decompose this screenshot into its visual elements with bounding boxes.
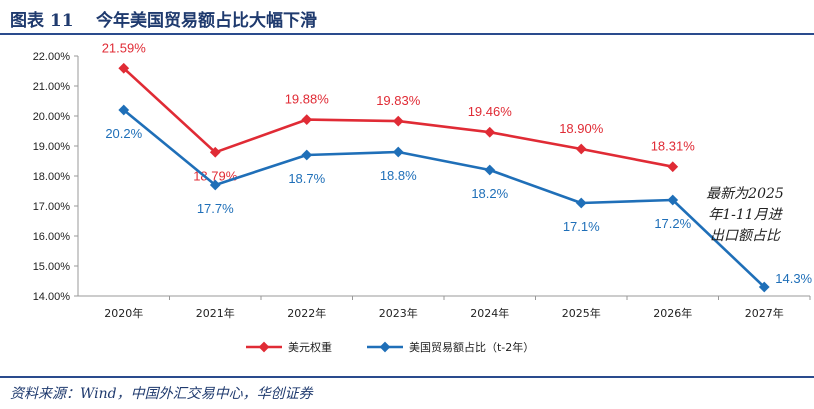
series-1-data-label: 18.90%: [559, 121, 604, 136]
series-2-marker: [301, 149, 313, 161]
series-1-marker: [484, 126, 496, 138]
figure-label: 图表 11: [10, 11, 74, 31]
legend-label: 美元权重: [288, 340, 332, 354]
series-2-data-label: 17.7%: [197, 201, 234, 216]
bottom-rule: [0, 376, 814, 378]
source-note: 资料来源：Wind，中国外汇交易中心，华创证券: [10, 386, 313, 402]
top-rule: [0, 33, 814, 35]
series-1-data-label: 18.79%: [193, 168, 238, 183]
x-tick-label: 2027年: [745, 306, 784, 320]
series-1-data-label: 19.88%: [285, 92, 330, 107]
series-1-marker: [392, 115, 404, 127]
series-2-data-label: 17.2%: [654, 216, 691, 231]
x-tick-label: 2021年: [196, 306, 235, 320]
y-tick-label: 17.00%: [33, 201, 71, 213]
series-1-marker: [575, 143, 587, 155]
x-tick-label: 2026年: [653, 306, 692, 320]
annotation-line: 最新为2025: [706, 186, 784, 202]
line-chart: 14.00% 15.00% 16.00% 17.00% 18.00% 19.00% 20.0…: [33, 40, 813, 354]
x-tick-label: 2022年: [287, 306, 326, 320]
series-2-data-label: 14.3%: [775, 271, 812, 286]
series-1-data-label: 19.46%: [468, 104, 513, 119]
series-2-marker: [484, 164, 496, 176]
annotation-line: 出口额占比: [710, 228, 782, 244]
series-2-marker: [392, 146, 404, 158]
series-1-marker: [301, 114, 313, 125]
series-2-marker: [209, 179, 221, 191]
series-1-data-label: 21.59%: [102, 40, 147, 55]
y-tick-label: 22.00%: [33, 51, 71, 63]
series-2-marker: [575, 197, 587, 209]
series-2-data-label: 18.8%: [380, 168, 417, 183]
series-2-data-label: 18.2%: [471, 186, 508, 201]
y-tick-label: 14.00%: [33, 291, 71, 303]
series-2-marker: [667, 194, 679, 206]
series-2-data-label: 17.1%: [563, 219, 600, 234]
legend-swatch-marker: [379, 341, 391, 353]
y-tick-label: 16.00%: [33, 231, 71, 243]
y-tick-label: 18.00%: [33, 171, 71, 183]
legend-swatch-marker: [258, 341, 270, 353]
y-tick-label: 19.00%: [33, 141, 71, 153]
x-tick-label: 2020年: [104, 306, 143, 320]
annotation-line: 年1-11月进: [708, 207, 783, 223]
series-1-data-label: 19.83%: [376, 93, 421, 108]
x-tick-label: 2025年: [562, 306, 601, 320]
figure-title: 今年美国贸易额占比大幅下滑: [96, 11, 317, 31]
legend-label: 美国贸易额占比（t-2年）: [409, 340, 534, 354]
series-1-marker: [667, 161, 679, 173]
x-tick-label: 2024年: [470, 306, 509, 320]
y-tick-label: 20.00%: [33, 111, 71, 123]
series-2-data-label: 18.7%: [288, 171, 325, 186]
series-2-data-label: 20.2%: [105, 126, 142, 141]
series-2-marker: [758, 281, 770, 293]
series-line-2: [122, 108, 766, 288]
series-2-marker: [118, 104, 130, 116]
figure-header: 图表 11 今年美国贸易额占比大幅下滑: [0, 0, 814, 32]
y-tick-label: 15.00%: [33, 261, 71, 273]
x-tick-label: 2023年: [379, 306, 418, 320]
y-tick-label: 21.00%: [33, 81, 71, 93]
series-1-data-label: 18.31%: [651, 139, 696, 154]
